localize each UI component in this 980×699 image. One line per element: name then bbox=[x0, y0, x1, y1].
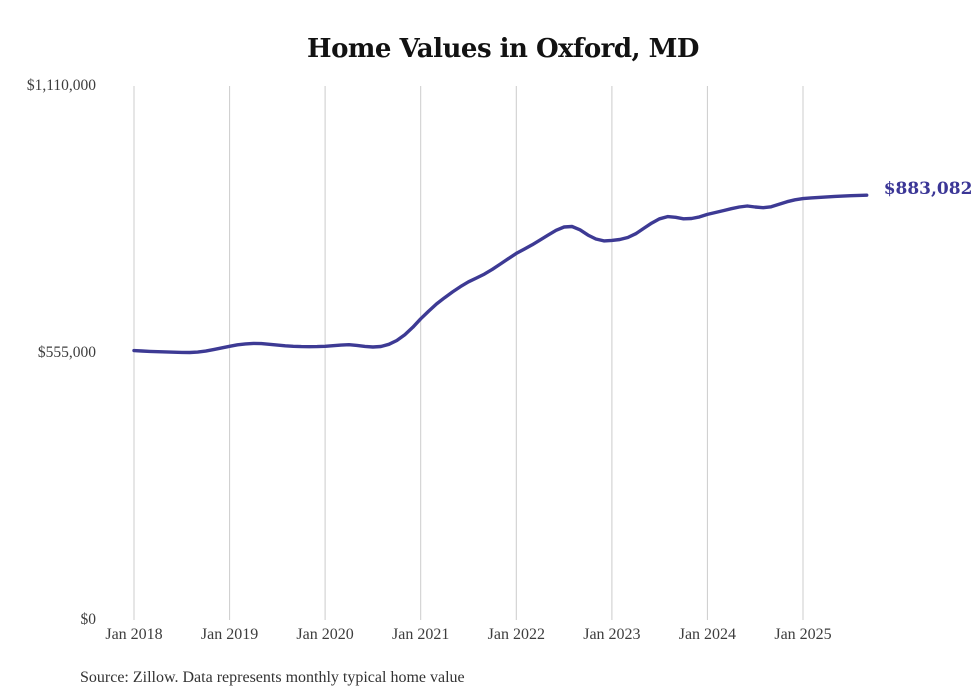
x-axis-tick-label: Jan 2019 bbox=[200, 626, 259, 643]
x-axis-tick-label: Jan 2024 bbox=[678, 626, 737, 643]
latest-value-label: $883,082 bbox=[883, 179, 973, 200]
y-axis-tick-label-mid: $555,000 bbox=[37, 344, 96, 361]
source-note: Source: Zillow. Data represents monthly … bbox=[80, 669, 465, 686]
x-axis-tick-label: Jan 2023 bbox=[583, 626, 641, 643]
x-axis-tick-label: Jan 2025 bbox=[774, 626, 832, 643]
x-axis-tick-label: Jan 2022 bbox=[487, 626, 545, 643]
home-value-line bbox=[132, 193, 869, 355]
y-axis-tick-label-top: $1,110,000 bbox=[26, 77, 96, 94]
y-axis-tick-label-zero: $0 bbox=[80, 611, 97, 628]
chart-title: Home Values in Oxford, MD bbox=[307, 34, 699, 64]
x-axis-tick-label: Jan 2021 bbox=[392, 626, 450, 643]
x-axis-tick-label: Jan 2018 bbox=[105, 626, 163, 643]
x-axis-tick-label: Jan 2020 bbox=[296, 626, 354, 643]
